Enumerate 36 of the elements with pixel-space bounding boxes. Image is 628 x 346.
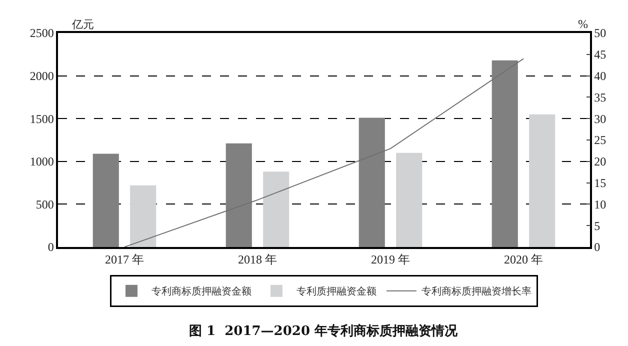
bar — [529, 114, 556, 247]
bar — [492, 60, 518, 247]
line-series — [124, 58, 524, 247]
bar — [358, 118, 385, 247]
y2-tick-label: 15 — [594, 176, 606, 190]
y-tick-label: 500 — [36, 197, 54, 212]
y-tick-label: 1500 — [30, 112, 54, 126]
y-tick-label: 2000 — [30, 69, 54, 83]
x-tick-label: 2019 年 — [371, 252, 410, 266]
text: 图 1 2017—2020 年专利商标质押融资情况 — [189, 323, 459, 339]
legend-label: 专利商标质押融资增长率 — [422, 286, 532, 298]
bar — [130, 185, 156, 247]
y2-tick-label: 30 — [594, 112, 606, 126]
y2-tick-label: 25 — [594, 133, 606, 148]
bar — [396, 152, 422, 247]
bar — [263, 172, 290, 247]
y-tick-label: 0 — [48, 240, 54, 254]
y2-tick-label: 35 — [594, 90, 606, 104]
bar — [226, 143, 252, 247]
y2-tick-label: 50 — [594, 26, 606, 40]
x-tick-label: 2020 年 — [504, 252, 543, 266]
y2-tick-label: 10 — [594, 197, 606, 212]
y2-tick-label: 5 — [594, 218, 600, 233]
legend-label: 专利质押融资金额 — [296, 286, 376, 298]
bar — [92, 154, 119, 247]
y2-axis-title: % — [578, 17, 588, 31]
legend-label: 专利商标质押融资金额 — [152, 286, 252, 298]
y2-tick-label: 40 — [594, 69, 606, 83]
y2-tick-label: 20 — [594, 154, 606, 169]
x-tick-label: 2017 年 — [105, 252, 144, 266]
y2-tick-label: 0 — [594, 240, 600, 254]
y-axis-title: 亿元 — [71, 18, 94, 31]
x-tick-label: 2018 年 — [238, 252, 277, 266]
y2-tick-label: 45 — [594, 48, 606, 62]
y-tick-label: 2500 — [30, 26, 54, 40]
y-tick-label: 1000 — [30, 154, 54, 169]
